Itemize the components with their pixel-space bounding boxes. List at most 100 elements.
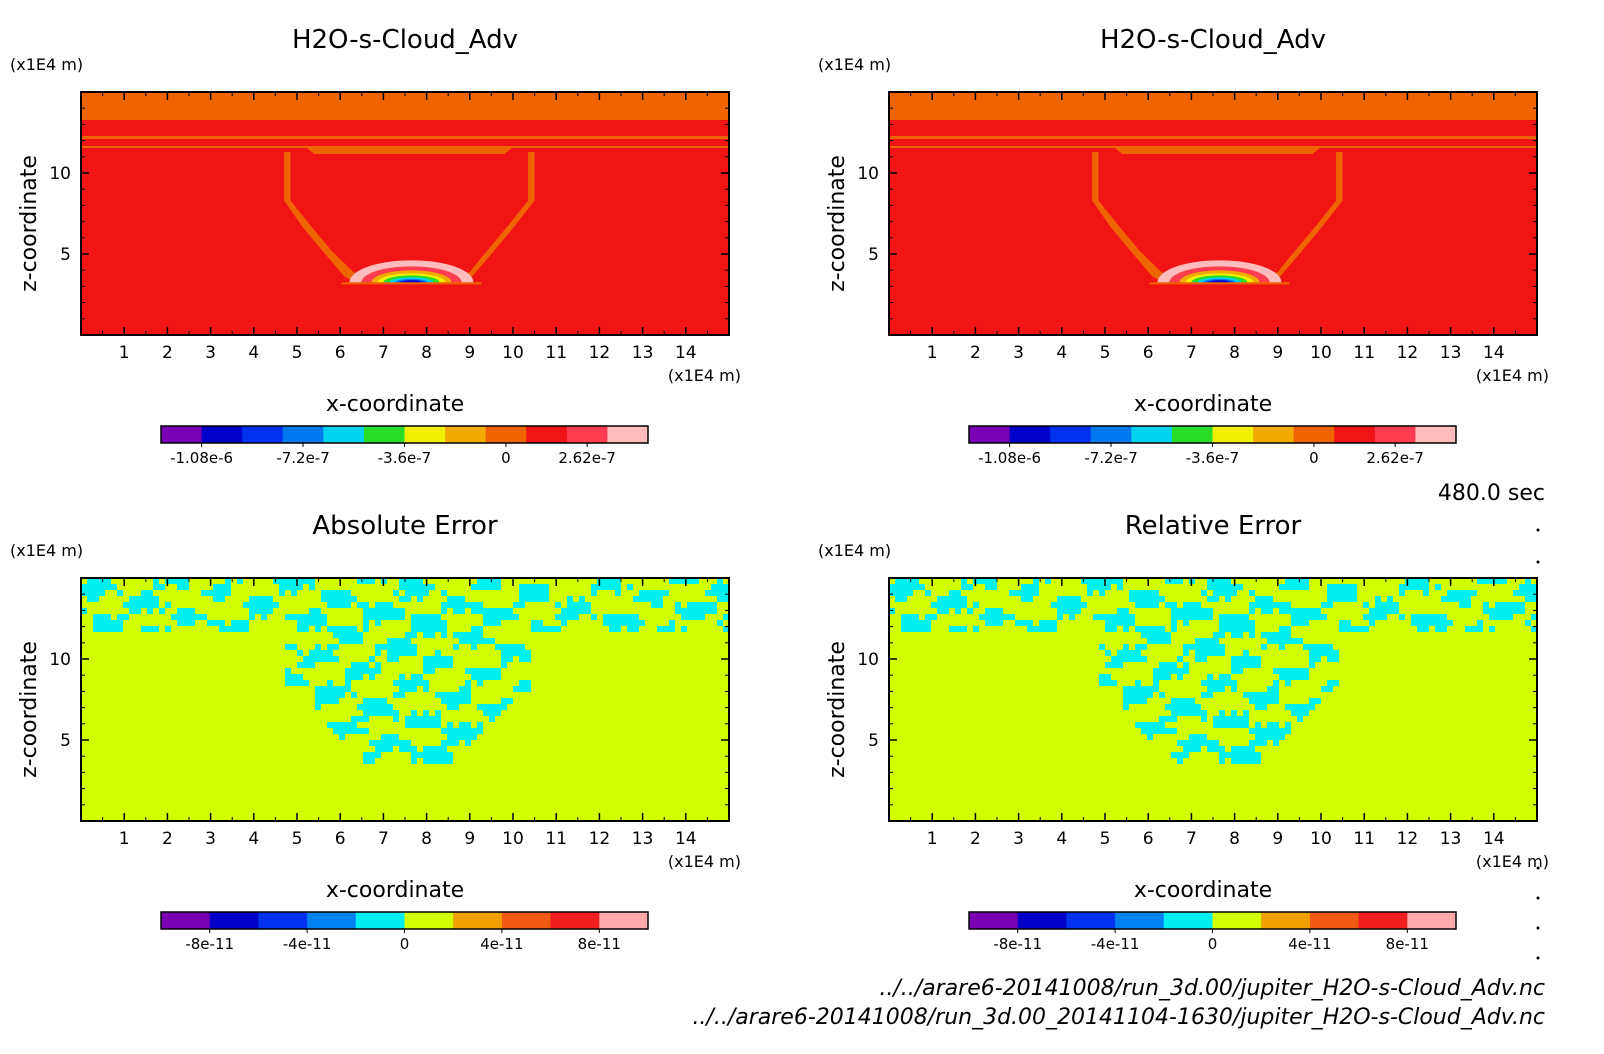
x-tick-label-6: 6: [335, 343, 346, 363]
file-path-2: ../../arare6-20141008/run_3d.00_20141104…: [692, 1005, 1545, 1030]
colorbar-tick-label: -1.08e-6: [978, 449, 1041, 467]
x-tick-label-6: 6: [335, 829, 346, 849]
cloud-core-base: [341, 282, 482, 313]
chart-panel-3: Absolute Error(x1E4 m)1 2 3 4 5 6 7 8 9 10 11 12 13 1…: [10, 511, 741, 953]
colorbar-tick-label: 2.62e-7: [1366, 449, 1424, 467]
colorbar-tick-label: -4e-11: [283, 935, 332, 953]
x-axis-label: x-coordinate: [1134, 392, 1272, 417]
margin-dot: [1536, 926, 1540, 930]
chart-panel-2: H2O-s-Cloud_Adv(x1E4 m)1 2 3 4 5 6 7 8 9 10 11 12 13…: [818, 25, 1549, 467]
colorbar-swatch-6: [1171, 426, 1213, 443]
colorbar-tick-label: 8e-11: [1386, 935, 1429, 953]
x-tick-label-12: 12: [589, 343, 611, 363]
field-upper-line-1: [889, 136, 1537, 139]
colorbar-swatch-7: [404, 426, 446, 443]
colorbar-swatch-8: [445, 426, 487, 443]
colorbar-swatch-5: [1163, 912, 1213, 929]
cloud-core-base: [1149, 282, 1290, 313]
colorbar-tick-label: -7.2e-7: [1084, 449, 1137, 467]
x-axis-label: x-coordinate: [1134, 878, 1272, 903]
x-tick-label-5: 5: [292, 343, 303, 363]
colorbar-swatch-9: [550, 912, 600, 929]
x-tick-label-8: 8: [421, 343, 432, 363]
x-tick-label-10: 10: [1310, 343, 1332, 363]
colorbar-swatch-5: [1131, 426, 1173, 443]
colorbar-tick-label: 4e-11: [480, 935, 523, 953]
colorbar-swatch-10: [1334, 426, 1376, 443]
x-tick-label-7: 7: [378, 829, 389, 849]
x-tick-label-11: 11: [545, 829, 567, 849]
x-tick-label-3: 3: [205, 343, 216, 363]
x-tick-label-13: 13: [1440, 829, 1462, 849]
colorbar-tick-label: -1.08e-6: [170, 449, 233, 467]
x-tick-label-4: 4: [248, 829, 259, 849]
colorbar-swatch-4: [1115, 912, 1165, 929]
x-tick-label-11: 11: [1353, 343, 1375, 363]
x-tick-label-11: 11: [545, 343, 567, 363]
cloud-cap: [1113, 147, 1321, 154]
heatmap-field: [81, 578, 729, 821]
colorbar-swatch-11: [566, 426, 608, 443]
colorbar: -1.08e-6 -7.2e-7 -3.6e-7 0 2.62e-7: [968, 425, 1457, 467]
x-tick-label-9: 9: [1272, 343, 1283, 363]
chart-title: Relative Error: [1125, 511, 1302, 541]
x-tick-label-1: 1: [119, 829, 130, 849]
heatmap-field: [81, 92, 729, 335]
error-noise: [889, 578, 1537, 764]
colorbar-swatch-2: [1017, 912, 1067, 929]
colorbar-swatch-5: [323, 426, 365, 443]
x-tick-label-14: 14: [675, 829, 697, 849]
colorbar-swatch-3: [1050, 426, 1092, 443]
x-unit-label: (x1E4 m): [1476, 366, 1549, 385]
colorbar-tick-label: -8e-11: [993, 935, 1042, 953]
field-upper-line-1: [81, 136, 729, 139]
colorbar-tick-label: -4e-11: [1091, 935, 1140, 953]
colorbar-swatch-3: [258, 912, 308, 929]
colorbar-swatch-12: [607, 426, 649, 443]
colorbar-swatch-5: [355, 912, 405, 929]
x-tick-label-9: 9: [1272, 829, 1283, 849]
x-tick-label-14: 14: [1483, 343, 1505, 363]
x-tick-label-8: 8: [1229, 829, 1240, 849]
colorbar-swatch-6: [363, 426, 405, 443]
colorbar: -8e-11 -4e-11 0 4e-11 8e-11: [160, 911, 649, 953]
colorbar-swatch-9: [485, 426, 527, 443]
x-tick-label-3: 3: [1013, 343, 1024, 363]
x-unit-label: (x1E4 m): [1476, 852, 1549, 871]
x-tick-label-2: 2: [162, 829, 173, 849]
colorbar-swatch-2: [1009, 426, 1051, 443]
colorbar-swatch-1: [969, 912, 1019, 929]
colorbar-tick-label: 0: [501, 449, 511, 467]
y-axis-label: z-coordinate: [17, 155, 42, 292]
x-tick-label-7: 7: [1186, 343, 1197, 363]
colorbar-swatch-2: [209, 912, 259, 929]
chart-panel-1: H2O-s-Cloud_Adv(x1E4 m)1 2 3 4 5 6 7 8 9 10 11 12 13…: [10, 25, 741, 467]
x-tick-label-8: 8: [1229, 343, 1240, 363]
colorbar-tick-label: 0: [1309, 449, 1319, 467]
colorbar-swatch-4: [282, 426, 324, 443]
colorbar-swatch-7: [1261, 912, 1311, 929]
x-tick-label-10: 10: [1310, 829, 1332, 849]
chart-title: H2O-s-Cloud_Adv: [1100, 25, 1326, 55]
x-tick-label-13: 13: [1440, 343, 1462, 363]
x-tick-label-11: 11: [1353, 829, 1375, 849]
margin-dot: [1536, 896, 1540, 900]
x-tick-label-9: 9: [464, 343, 475, 363]
colorbar-tick-label: 0: [1208, 935, 1218, 953]
y-tick-label-5: 5: [868, 245, 879, 265]
x-tick-label-1: 1: [927, 829, 938, 849]
colorbar-tick-label: 8e-11: [578, 935, 621, 953]
colorbar: -1.08e-6 -7.2e-7 -3.6e-7 0 2.62e-7: [160, 425, 649, 467]
colorbar-tick-label: -7.2e-7: [276, 449, 329, 467]
x-tick-label-7: 7: [378, 343, 389, 363]
colorbar-swatch-1: [969, 426, 1011, 443]
y-unit-label: (x1E4 m): [10, 541, 83, 560]
x-axis-label: x-coordinate: [326, 878, 464, 903]
colorbar-tick-label: -3.6e-7: [1186, 449, 1239, 467]
chart-title: Absolute Error: [312, 511, 498, 541]
x-tick-label-3: 3: [1013, 829, 1024, 849]
colorbar-swatch-10: [1407, 912, 1457, 929]
chart-title: H2O-s-Cloud_Adv: [292, 25, 518, 55]
x-tick-label-4: 4: [1056, 343, 1067, 363]
x-tick-label-13: 13: [632, 343, 654, 363]
